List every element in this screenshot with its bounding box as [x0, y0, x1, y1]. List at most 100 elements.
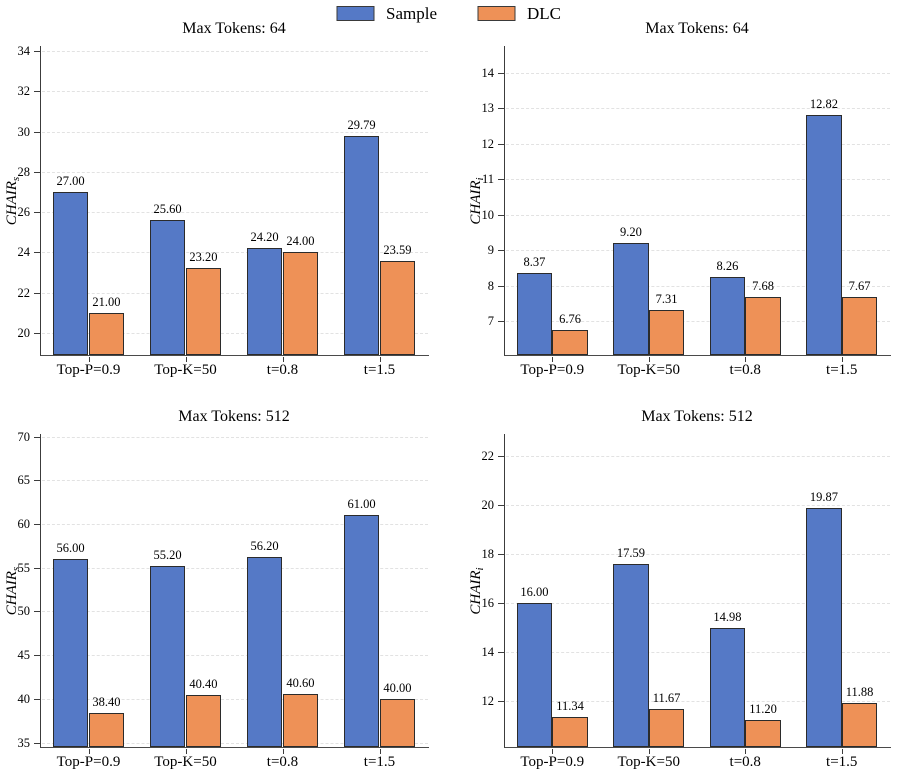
x-tick-mark — [282, 749, 284, 754]
bar-value-label: 11.34 — [556, 698, 584, 713]
y-tick-label: 32 — [17, 84, 31, 99]
y-tick-label: 34 — [17, 44, 31, 59]
gridline — [42, 51, 428, 53]
gridline — [42, 567, 428, 569]
y-tick-mark — [34, 171, 40, 173]
gridline — [42, 655, 428, 657]
x-tick-label: Top-K=50 — [154, 362, 217, 378]
bar-value-label: 8.26 — [716, 258, 739, 273]
x-tick-mark — [841, 749, 843, 754]
y-tick-mark — [498, 321, 504, 323]
y-tick-mark — [498, 214, 504, 216]
bar-sample — [613, 243, 649, 355]
x-tick-mark — [552, 749, 554, 754]
bar-dlc — [88, 712, 125, 747]
chart-title: Max Tokens: 512 — [178, 408, 290, 425]
x-tick-mark — [379, 749, 381, 754]
x-tick-label: t=0.8 — [266, 362, 299, 378]
x-tick-label: t=1.5 — [363, 754, 396, 770]
y-tick-label: 24 — [17, 245, 31, 260]
gridline — [506, 214, 890, 216]
bar-value-label: 25.60 — [153, 202, 182, 217]
bar-dlc — [745, 297, 781, 355]
gridline — [506, 504, 890, 506]
y-tick-label: 35 — [17, 735, 31, 750]
bar-dlc — [841, 703, 878, 747]
gridline — [506, 602, 890, 604]
bar-value-label: 40.00 — [383, 680, 412, 695]
x-tick-mark — [648, 357, 650, 362]
gridline — [506, 553, 890, 555]
x-tick-label: Top-K=50 — [617, 362, 680, 378]
y-tick-mark — [34, 567, 40, 569]
bar-dlc — [745, 720, 781, 747]
y-tick-label: 8 — [487, 278, 494, 293]
gridline — [42, 436, 428, 438]
bar-value-label: 9.20 — [619, 225, 642, 240]
bar-value-label: 6.76 — [559, 311, 582, 326]
bar-value-label: 7.68 — [752, 279, 775, 294]
bar-sample — [806, 508, 842, 747]
y-tick-mark — [34, 698, 40, 700]
bar-value-label: 7.31 — [655, 292, 678, 307]
gridline — [42, 698, 428, 700]
x-tick-mark — [282, 357, 284, 362]
bar-sample — [343, 135, 380, 355]
gridline — [42, 742, 428, 744]
gridline — [42, 480, 428, 482]
bar-dlc — [552, 329, 588, 355]
gridline — [42, 131, 428, 133]
y-tick-label: 22 — [481, 449, 495, 463]
bar-dlc — [648, 708, 685, 747]
bar-sample — [52, 191, 89, 355]
y-tick-mark — [498, 651, 504, 653]
x-tick-mark — [88, 357, 90, 362]
y-tick-mark — [34, 742, 40, 744]
y-tick-mark — [498, 250, 504, 252]
x-tick-label: t=0.8 — [729, 362, 761, 378]
bar-value-label: 11.88 — [845, 685, 874, 700]
bar-dlc — [88, 312, 125, 355]
y-axis-label: CHAIR s — [2, 531, 23, 651]
bar-value-label: 23.20 — [189, 250, 218, 265]
y-tick-label: 45 — [17, 648, 31, 663]
x-tick-mark — [745, 357, 747, 362]
y-tick-mark — [498, 553, 504, 555]
y-tick-mark — [498, 602, 504, 604]
bar-dlc — [185, 695, 222, 747]
gridline — [506, 250, 890, 252]
y-tick-mark — [498, 179, 504, 181]
x-tick-mark — [841, 357, 843, 362]
x-tick-mark — [185, 749, 187, 754]
x-tick-mark — [745, 749, 747, 754]
plot-area — [40, 46, 429, 356]
gridline — [42, 91, 428, 93]
x-tick-label: t=1.5 — [826, 754, 858, 770]
y-tick-mark — [34, 91, 40, 93]
bar-dlc — [841, 297, 878, 355]
y-tick-label: 14 — [481, 644, 495, 659]
legend-label-sample: Sample — [386, 4, 437, 23]
x-tick-label: Top-P=0.9 — [520, 754, 585, 770]
x-tick-mark — [88, 749, 90, 754]
y-tick-mark — [34, 131, 40, 133]
y-tick-label: 70 — [17, 429, 31, 444]
bar-dlc — [282, 252, 319, 355]
y-tick-mark — [34, 252, 40, 254]
x-tick-label: t=0.8 — [266, 754, 299, 770]
y-axis-label-subscript: i — [474, 566, 486, 570]
bar-value-label: 8.37 — [523, 254, 546, 269]
y-tick-mark — [34, 212, 40, 214]
chart-title: Max Tokens: 64 — [645, 20, 749, 37]
gridline — [42, 611, 428, 613]
bar-value-label: 16.00 — [520, 584, 549, 599]
bar-value-label: 12.82 — [809, 96, 838, 111]
bar-value-label: 29.79 — [347, 117, 376, 132]
bar-value-label: 40.60 — [286, 675, 315, 690]
bar-sample — [149, 566, 186, 747]
bar-sample — [516, 602, 553, 747]
x-tick-label: Top-P=0.9 — [56, 754, 121, 770]
legend: Sample DLC — [336, 5, 561, 22]
y-tick-label: 12 — [481, 136, 495, 151]
